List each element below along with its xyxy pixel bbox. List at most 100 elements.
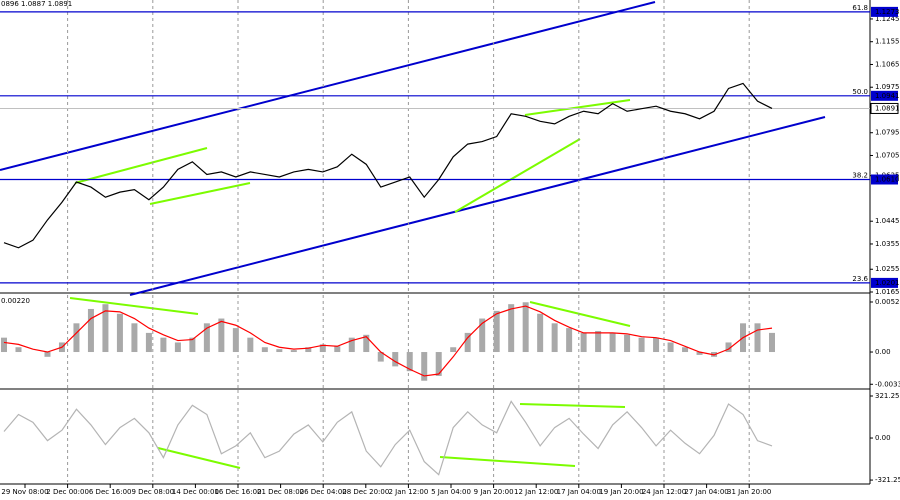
macd-bar xyxy=(406,352,413,372)
macd-bar xyxy=(232,328,239,353)
x-tick-label: 5 Jan 04:00 xyxy=(431,488,471,496)
x-tick-label: 6 Dec 16:00 xyxy=(89,488,132,496)
y-tick-label: 1.1065 xyxy=(875,60,900,68)
macd-bar xyxy=(116,313,123,353)
macd-bar xyxy=(421,352,428,381)
price-line xyxy=(3,82,773,249)
macd-bar xyxy=(15,347,22,353)
macd-bar xyxy=(450,347,457,353)
macd-bar xyxy=(667,342,674,353)
level-box xyxy=(871,277,898,288)
x-tick-label: 2 Dec 00:00 xyxy=(46,488,89,496)
fib-label: 38.2 xyxy=(852,171,868,179)
macd-bar xyxy=(566,328,573,353)
x-tick-label: 17 Jan 04:00 xyxy=(557,488,601,496)
x-tick-label: 2 Jan 12:00 xyxy=(388,488,428,496)
x-tick-label: 29 Nov 08:00 xyxy=(1,488,48,496)
level-box xyxy=(871,90,898,101)
y-tick-label: 0.00 xyxy=(875,434,891,442)
cci-line xyxy=(3,400,773,476)
macd-bar xyxy=(276,349,283,353)
y-tick-label: 1.0445 xyxy=(875,217,900,225)
macd-bar xyxy=(203,323,210,353)
y-tick-label: 1.1245 xyxy=(875,15,900,23)
macd-bar xyxy=(464,332,471,353)
macd-bar xyxy=(537,313,544,353)
macd-bar xyxy=(508,304,515,353)
macd-bar xyxy=(174,342,181,353)
y-tick-label: -0.00337 xyxy=(875,380,900,388)
x-tick-label: 31 Jan 20:00 xyxy=(727,488,771,496)
level-label: 1.0610 xyxy=(875,175,900,183)
channel-line xyxy=(129,116,826,296)
x-tick-label: 12 Jan 12:00 xyxy=(514,488,558,496)
macd-bar xyxy=(73,323,80,353)
macd-bar xyxy=(580,332,587,353)
macd-bar xyxy=(145,332,152,353)
level-box xyxy=(871,6,898,17)
macd-bar xyxy=(334,346,341,353)
y-tick-label: 0.00523 xyxy=(875,298,900,306)
macd-bar xyxy=(305,347,312,353)
channel-line xyxy=(0,1,656,171)
level-label: 1.0201 xyxy=(875,279,900,287)
macd-bar xyxy=(44,352,51,357)
current-price-box xyxy=(870,102,899,114)
macd-bar xyxy=(377,352,384,362)
fib-label: 50.0 xyxy=(852,88,868,96)
macd-bar xyxy=(696,352,703,355)
macd-bar xyxy=(609,332,616,353)
macd-bar xyxy=(189,337,196,353)
macd-bar xyxy=(247,337,254,353)
y-tick-label: 1.0795 xyxy=(875,129,900,137)
x-tick-label: 9 Jan 20:00 xyxy=(474,488,514,496)
macd-bar xyxy=(218,318,225,353)
level-label: 1.1273 xyxy=(875,8,900,16)
x-tick-label: 24 Jan 12:00 xyxy=(642,488,686,496)
macd-bar xyxy=(102,304,109,353)
signal-line xyxy=(3,305,773,377)
macd-bar xyxy=(551,323,558,353)
x-tick-label: 27 Jan 04:00 xyxy=(684,488,728,496)
y-tick-label: 0.00 xyxy=(875,348,891,356)
y-tick-label: 1.0255 xyxy=(875,265,900,273)
macd-bar xyxy=(493,310,500,353)
macd-bar xyxy=(725,342,732,353)
y-tick-label: 1.0975 xyxy=(875,83,900,91)
macd-bar xyxy=(638,337,645,353)
macd-bar xyxy=(319,344,326,353)
current-price-label: 1.0891 xyxy=(875,104,900,112)
y-tick-label: -321.2557 xyxy=(875,476,900,484)
macd-bar xyxy=(261,347,268,353)
macd-bar xyxy=(653,337,660,353)
fib-label: 23.6 xyxy=(852,275,868,283)
macd-bar xyxy=(348,337,355,353)
macd-bar xyxy=(682,347,689,353)
x-tick-label: 14 Dec 00:00 xyxy=(172,488,219,496)
macd-bar xyxy=(479,318,486,353)
level-label: 1.0941 xyxy=(875,92,900,100)
y-tick-label: 1.0165 xyxy=(875,288,900,296)
macd-bar xyxy=(392,352,399,367)
price-header: 0896 1.0887 1.0891 xyxy=(1,0,72,8)
x-tick-label: 21 Dec 08:00 xyxy=(257,488,304,496)
x-tick-label: 19 Jan 20:00 xyxy=(599,488,643,496)
macd-bar xyxy=(754,323,761,353)
y-tick-label: 321.2557 xyxy=(875,392,900,400)
macd-bar xyxy=(522,302,529,353)
x-tick-label: 28 Dec 20:00 xyxy=(342,488,389,496)
macd-bar xyxy=(160,337,167,353)
macd-header: 0.00220 xyxy=(1,297,30,305)
y-tick-label: 1.0355 xyxy=(875,240,900,248)
macd-bar xyxy=(131,323,138,353)
macd-bar xyxy=(624,334,631,353)
x-tick-label: 16 Dec 16:00 xyxy=(214,488,261,496)
x-tick-label: 26 Dec 04:00 xyxy=(300,488,347,496)
y-tick-label: 1.1155 xyxy=(875,38,900,46)
divergence-lines xyxy=(69,99,631,469)
macd-bar xyxy=(595,330,602,353)
macd-bar xyxy=(1,337,7,353)
y-tick-label: 1.0705 xyxy=(875,151,900,159)
